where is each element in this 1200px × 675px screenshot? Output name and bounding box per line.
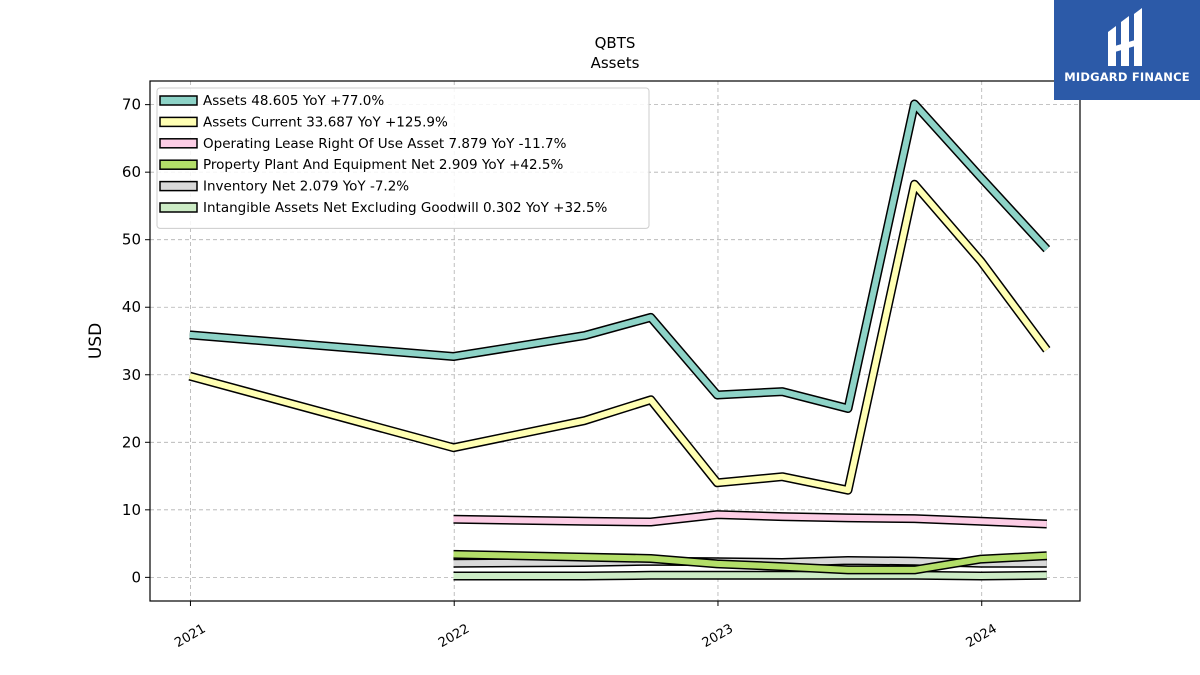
- legend-swatch: [159, 180, 198, 192]
- legend-label: Inventory Net 2.079 YoY -7.2%: [203, 179, 409, 195]
- plot-frame: [149, 80, 1081, 602]
- legend-swatch: [159, 159, 198, 170]
- y-tick-label: 0: [131, 568, 141, 586]
- y-tick-label: 50: [122, 231, 141, 249]
- series-lines: [188, 99, 1051, 581]
- legend-swatch: [159, 138, 198, 149]
- legend-swatch: [159, 95, 198, 106]
- series-line-outline: [188, 179, 1051, 495]
- series-line: [453, 572, 1047, 579]
- legend-label: Assets Current 33.687 YoY +125.9%: [203, 114, 448, 130]
- y-tick-label: 10: [122, 501, 141, 519]
- y-tick-label: 70: [122, 96, 141, 114]
- series-line: [453, 551, 1047, 573]
- legend: Assets 48.605 YoY +77.0% Assets Current 3…: [156, 87, 650, 229]
- legend-label: Property Plant And Equipment Net 2.909 Y…: [203, 157, 563, 173]
- brand-logo: MIDGARD FINANCE: [1054, 0, 1200, 100]
- legend-label: Intangible Assets Net Excluding Goodwill…: [203, 200, 608, 216]
- x-tick-label: 2022: [436, 621, 472, 651]
- legend-swatch: [159, 202, 198, 213]
- y-axis: 0 10 20 30 40 50 60 70: [122, 96, 150, 586]
- legend-label: Assets 48.605 YoY +77.0%: [203, 93, 384, 109]
- x-tick-label: 2024: [964, 621, 1000, 651]
- chart-subtitle: Assets: [591, 54, 640, 72]
- legend-box: [156, 87, 650, 229]
- chart-title: QBTS: [595, 34, 636, 52]
- x-axis: 2021 2022 2023 2024: [172, 601, 1000, 651]
- brand-name: MIDGARD FINANCE: [1064, 70, 1190, 84]
- y-tick-label: 60: [122, 163, 141, 181]
- logo-icon: [1108, 8, 1142, 66]
- series-line: [453, 511, 1047, 527]
- x-tick-label: 2023: [700, 621, 736, 651]
- series-line: [189, 101, 1050, 412]
- y-tick-label: 30: [122, 366, 141, 384]
- legend-label: Operating Lease Right Of Use Asset 7.879…: [203, 136, 567, 152]
- y-tick-label: 20: [122, 433, 141, 451]
- y-axis-label: USD: [86, 323, 106, 359]
- y-tick-label: 40: [122, 298, 141, 316]
- series-line: [188, 181, 1050, 494]
- legend-swatch: [159, 116, 198, 128]
- x-tick-label: 2021: [172, 621, 208, 651]
